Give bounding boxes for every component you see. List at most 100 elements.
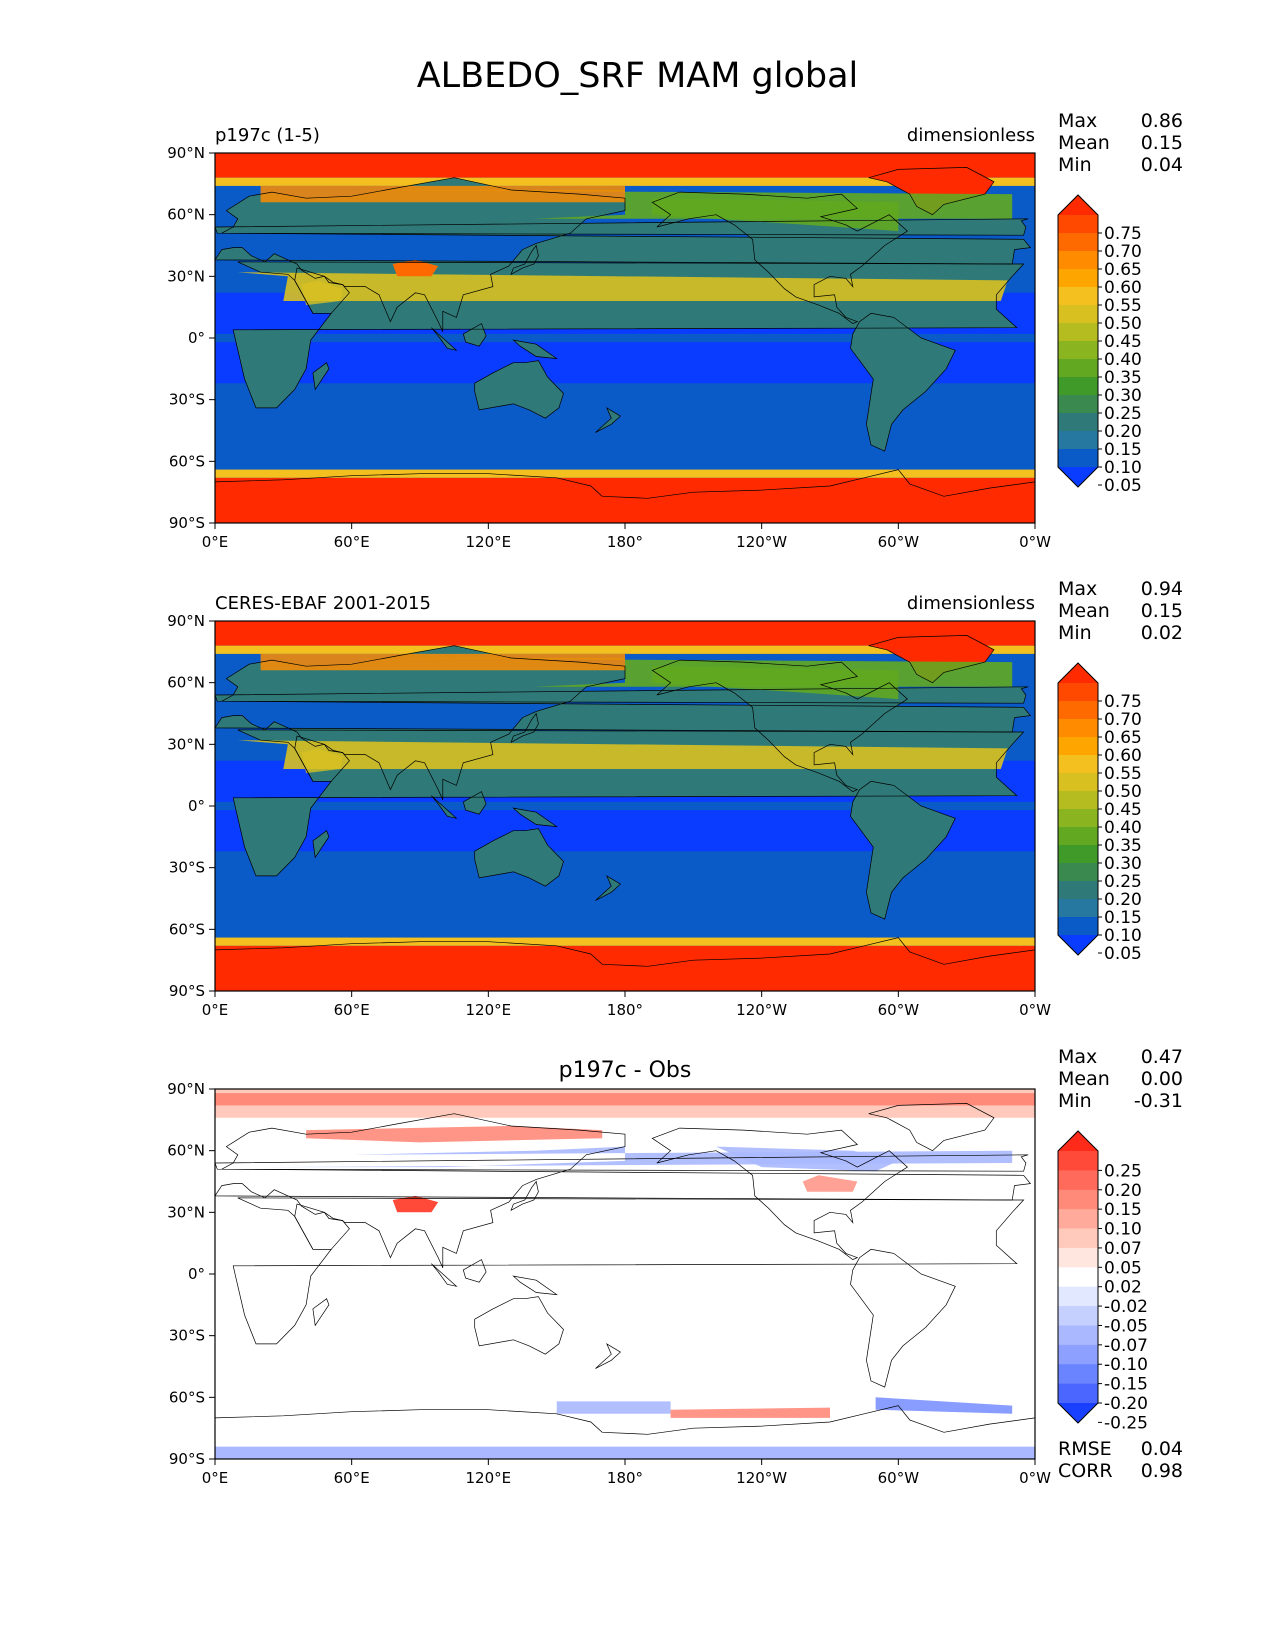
colorbar-segment <box>1058 449 1098 468</box>
stat-label-mean: Mean <box>1058 600 1110 622</box>
map-field-diff <box>215 1089 1035 1459</box>
lat-tick-label: 0° <box>188 797 205 815</box>
colorbar-tick-label: 0.02 <box>1104 1278 1142 1298</box>
lat-tick-label: 60°S <box>169 1388 205 1406</box>
land-madagascar <box>312 830 329 858</box>
colorbar-tick-label: 0.50 <box>1104 314 1142 334</box>
colorbar-tick-label: 0.20 <box>1104 422 1142 442</box>
colorbar-tick-label: -0.10 <box>1104 1355 1148 1375</box>
stat-value-min: 0.02 <box>1141 622 1183 644</box>
colorbar-segment <box>1058 1267 1098 1288</box>
colorbar-tick-label: 0.35 <box>1104 836 1142 856</box>
desert-arabia <box>301 748 343 774</box>
lat-tick-label: 60°S <box>169 920 205 938</box>
coastline-japan <box>510 244 539 276</box>
colorbar-segment <box>1058 773 1098 792</box>
coastline-greenland <box>868 1103 995 1152</box>
lat-tick-label: 30°S <box>169 859 205 877</box>
colorbar-extend-min <box>1058 467 1098 487</box>
coastline-arabia <box>294 1203 350 1250</box>
lat-tick-label: 90°S <box>169 982 205 1000</box>
stat-label-corr: CORR <box>1058 1460 1113 1482</box>
colorbar-tick-label: 0.35 <box>1104 368 1142 388</box>
colorbar-segment <box>1058 755 1098 774</box>
coastline-samerica <box>850 1248 956 1388</box>
lat-tick-label: 60°N <box>167 206 205 224</box>
coastline-indonesia2 <box>462 1259 487 1283</box>
colorbar-segment <box>1058 701 1098 720</box>
lon-tick-label: 60°W <box>878 533 920 551</box>
panel-units-label: dimensionless <box>907 593 1035 614</box>
stat-label-max: Max <box>1058 1046 1097 1068</box>
colorbar-tick-label: 0.05 <box>1104 944 1142 964</box>
coastline-uk <box>215 1154 1029 1172</box>
land-indonesia3 <box>513 808 557 827</box>
coastline-australia <box>474 1296 564 1355</box>
lon-tick-label: 0°W <box>1019 533 1051 551</box>
colorbar-segment <box>1058 413 1098 432</box>
colorbar-segment <box>1058 1228 1098 1249</box>
colorbar-tick-label: 0.75 <box>1104 224 1142 244</box>
colorbar-segment <box>1058 251 1098 270</box>
colorbar-segment <box>1058 395 1098 414</box>
coastline-indonesia1 <box>431 327 458 351</box>
lon-tick-label: 120°W <box>736 1001 787 1019</box>
land-nz <box>595 875 621 901</box>
colorbar-segment <box>1058 719 1098 738</box>
stat-value-rmse: 0.04 <box>1141 1438 1183 1460</box>
coastline-indonesia2 <box>462 323 487 347</box>
colorbar-segment <box>1058 1344 1098 1365</box>
coastline-indonesia1 <box>431 1263 458 1287</box>
stat-label-mean: Mean <box>1058 132 1110 154</box>
colorbar-tick-label: 0.20 <box>1104 1181 1142 1201</box>
colorbar-segment <box>1058 215 1098 234</box>
lon-tick-label: 180° <box>607 533 643 551</box>
stat-value-mean: 0.00 <box>1141 1068 1183 1090</box>
stat-value-max: 0.94 <box>1141 578 1183 600</box>
colorbar-segment <box>1058 899 1098 918</box>
land-samerica <box>850 313 956 452</box>
colorbar-tick-label: 0.20 <box>1104 890 1142 910</box>
coastline-eurasia <box>215 645 1032 800</box>
panel-diff: 0°E 60°E 120°E 180° 120°W 60°W 0°W 90°N 60°N 30°N… <box>167 1046 1183 1487</box>
colorbar-segment <box>1058 377 1098 396</box>
stat-value-min: 0.04 <box>1141 154 1183 176</box>
map-field-ref <box>215 621 1035 991</box>
colorbar-tick-label: 0.75 <box>1104 692 1142 712</box>
coastline-japan <box>510 1180 539 1212</box>
stat-label-max: Max <box>1058 578 1097 600</box>
coastline-antarctica <box>215 937 1035 991</box>
land-australia <box>474 360 564 419</box>
coastline-australia <box>474 828 564 887</box>
land-madagascar <box>312 362 329 390</box>
lat-tick-label: 30°S <box>169 391 205 409</box>
lon-tick-label: 120°W <box>736 533 787 551</box>
colorbar-tick-label: -0.02 <box>1104 1297 1148 1317</box>
land-greenland <box>868 167 994 215</box>
colorbar-segment <box>1058 1209 1098 1230</box>
lon-tick-label: 60°E <box>334 1001 370 1019</box>
stat-label-min: Min <box>1058 622 1092 644</box>
antarctic-ice-field <box>215 945 1035 991</box>
stat-value-mean: 0.15 <box>1141 600 1183 622</box>
tibetan-plateau <box>392 259 439 277</box>
colorbar-segment <box>1058 683 1098 702</box>
colorbar-tick-label: 0.50 <box>1104 782 1142 802</box>
land-indonesia3 <box>513 340 557 359</box>
colorbar-segment <box>1058 1170 1098 1191</box>
colorbar-segment <box>1058 1247 1098 1268</box>
colorbar-tick-label: 0.60 <box>1104 278 1142 298</box>
colorbar-segment <box>1058 341 1098 360</box>
colorbar-segment <box>1058 845 1098 864</box>
coastline-madagascar <box>312 830 330 859</box>
coastline-samerica <box>850 780 956 920</box>
stat-label-min: Min <box>1058 154 1092 176</box>
snow-band-namerica <box>652 198 899 232</box>
colorbar-segment <box>1058 269 1098 288</box>
colorbar-tick-label: 0.25 <box>1104 872 1142 892</box>
coastline-arabia <box>294 267 350 314</box>
colorbar-tick-label: 0.30 <box>1104 386 1142 406</box>
colorbar-tick-label: 0.40 <box>1104 350 1142 370</box>
lon-tick-label: 180° <box>607 1001 643 1019</box>
